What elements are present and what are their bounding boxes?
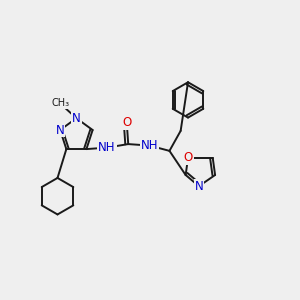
- Text: N: N: [72, 112, 81, 125]
- Text: NH: NH: [98, 141, 116, 154]
- Text: O: O: [183, 152, 193, 164]
- Text: CH₃: CH₃: [51, 98, 69, 109]
- Text: N: N: [56, 124, 64, 136]
- Text: O: O: [122, 116, 131, 129]
- Text: N: N: [194, 180, 203, 193]
- Text: NH: NH: [141, 139, 158, 152]
